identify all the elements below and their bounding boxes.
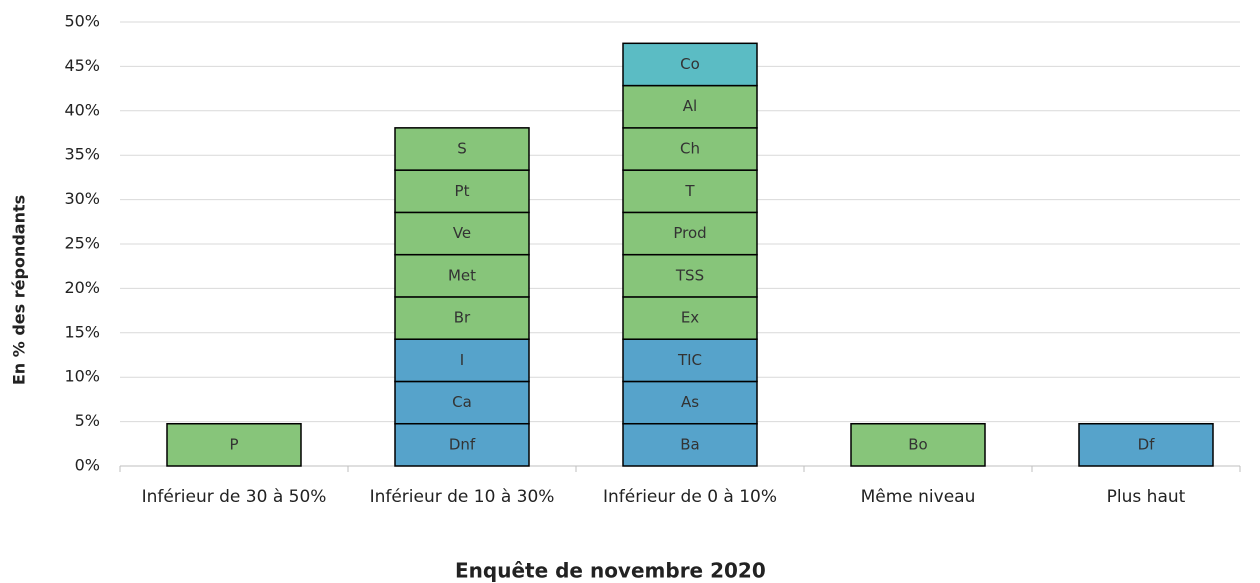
segment-label: Ve [453, 224, 471, 242]
bar-segment [622, 42, 758, 87]
y-tick-label: 20% [64, 278, 100, 297]
segment-label: I [460, 351, 464, 369]
segment-label: Ch [680, 139, 700, 157]
x-tick-label: Plus haut [1106, 487, 1186, 507]
segment-label: S [457, 139, 467, 157]
segment-label: Br [454, 309, 471, 327]
x-tick-label: Inférieur de 0 à 10% [602, 487, 778, 507]
bar-segment [394, 380, 530, 425]
bar-segment [622, 84, 758, 129]
y-tick-label: 15% [64, 322, 100, 341]
segment-label: T [684, 182, 695, 200]
bar-segment [622, 253, 758, 298]
segment-label: Al [683, 97, 697, 115]
segment-label: TSS [675, 266, 704, 284]
y-tick-label: 35% [64, 145, 100, 164]
x-tick-label: Inférieur de 30 à 50% [141, 487, 327, 507]
segment-label: TIC [677, 351, 702, 369]
segment-label: Ex [681, 309, 699, 327]
y-tick-label: 30% [64, 189, 100, 208]
x-tick-label: Même niveau [860, 487, 976, 507]
y-tick-label: 0% [75, 456, 100, 475]
y-tick-label: 50% [64, 12, 100, 31]
bar-segment [850, 422, 986, 467]
segment-label: P [229, 435, 238, 453]
bar-segment [622, 296, 758, 340]
bar-segment [622, 127, 758, 171]
bar-segment [166, 422, 302, 467]
segment-label: Bo [908, 435, 927, 453]
y-tick-label: 25% [64, 234, 100, 253]
bar-segment [622, 211, 758, 256]
bar-segment [394, 296, 530, 340]
bar-segment [1078, 422, 1214, 467]
y-tick-label: 10% [64, 367, 100, 386]
bar-segment [622, 380, 758, 425]
y-tick-label: 40% [64, 100, 100, 119]
bar-segment [394, 211, 530, 256]
segment-label: Df [1138, 435, 1156, 453]
segment-label: Prod [673, 224, 706, 242]
segment-label: As [681, 393, 699, 411]
y-axis-title: En % des répondants [10, 195, 29, 385]
segment-label: Co [680, 55, 700, 73]
segment-label: Ca [452, 393, 472, 411]
bar-segment [622, 169, 758, 214]
y-tick-label: 45% [64, 56, 100, 75]
bar-segment [394, 127, 530, 171]
segment-label: Ba [680, 435, 699, 453]
bar-segment [394, 253, 530, 298]
segment-label: Dnf [449, 435, 476, 453]
segment-label: Met [448, 266, 476, 284]
y-tick-label: 5% [75, 411, 100, 430]
segment-label: Pt [455, 182, 470, 200]
x-axis-title: Enquête de novembre 2020 [455, 559, 766, 583]
bar-segment [394, 338, 530, 383]
x-tick-label: Inférieur de 10 à 30% [369, 487, 555, 507]
bar-segment [622, 338, 758, 383]
